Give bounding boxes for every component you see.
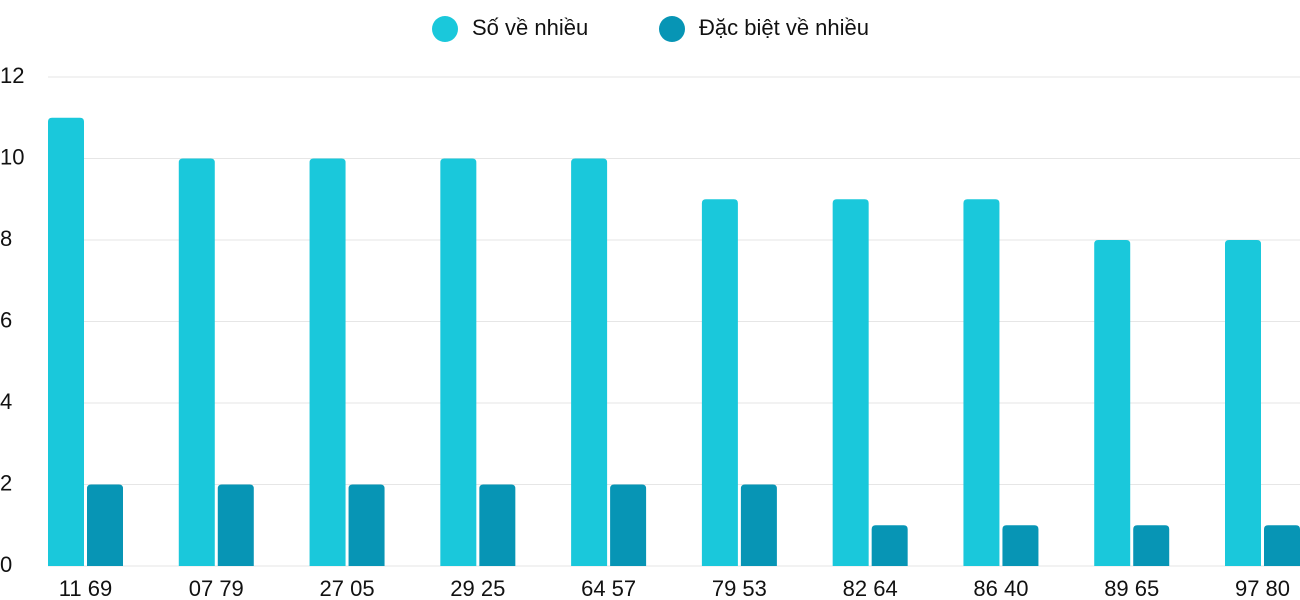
bar (48, 117, 84, 566)
bar (348, 484, 385, 566)
x-tick-label: 27 05 (320, 576, 375, 600)
bar (178, 158, 215, 566)
bar (440, 158, 477, 566)
bar (1225, 240, 1261, 566)
legend-label: Số về nhiều (472, 15, 588, 40)
bar (1094, 240, 1131, 566)
bar (1264, 525, 1300, 566)
legend-label: Đặc biệt về nhiều (699, 15, 869, 40)
x-tick-label: 86 40 (973, 576, 1028, 600)
bar (571, 158, 608, 566)
bar (479, 484, 516, 566)
x-tick-label: 29 25 (450, 576, 505, 600)
x-tick-label: 79 53 (712, 576, 767, 600)
y-tick-label: 6 (0, 307, 12, 332)
y-tick-label: 8 (0, 226, 12, 251)
legend-swatch (432, 16, 458, 42)
x-tick-label: 64 57 (581, 576, 636, 600)
y-tick-label: 12 (0, 63, 24, 88)
y-tick-label: 4 (0, 389, 12, 414)
x-tick-label: 07 79 (189, 576, 244, 600)
bar (701, 199, 738, 566)
x-tick-label: 97 80 (1235, 576, 1290, 600)
y-tick-label: 0 (0, 552, 12, 577)
bar (1133, 525, 1170, 566)
bar (740, 484, 777, 566)
bar (871, 525, 908, 566)
bar (832, 199, 869, 566)
x-tick-label: 89 65 (1104, 576, 1159, 600)
bar (963, 199, 1000, 566)
x-tick-label: 11 69 (59, 576, 112, 600)
bar (1002, 525, 1039, 566)
bar (309, 158, 346, 566)
legend-swatch (659, 16, 685, 42)
bar (217, 484, 254, 566)
y-tick-label: 10 (0, 144, 24, 169)
y-tick-label: 2 (0, 470, 12, 495)
bar (610, 484, 647, 566)
x-tick-label: 82 64 (843, 576, 898, 600)
bar (87, 484, 123, 566)
